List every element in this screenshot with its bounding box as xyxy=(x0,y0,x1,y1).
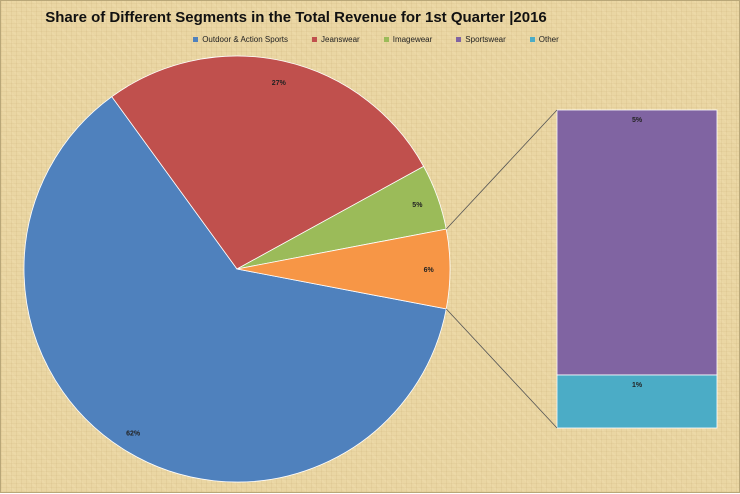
legend-swatch xyxy=(529,37,535,42)
bar-segment xyxy=(556,374,718,429)
pie-slice xyxy=(23,96,447,483)
pie-slice xyxy=(236,228,451,310)
pie-slice xyxy=(111,55,425,270)
data-label: 5% xyxy=(632,117,643,124)
legend-label: Imagewear xyxy=(392,35,433,44)
legend-label: Other xyxy=(538,35,559,44)
legend-item: Imagewear xyxy=(374,35,433,44)
legend-label: Outdoor & Action Sports xyxy=(202,35,289,44)
data-label: 62% xyxy=(126,431,141,438)
legend-label: Sportswear xyxy=(465,35,506,44)
connector-line xyxy=(445,308,558,429)
legend-item: Other xyxy=(520,35,559,44)
legend-swatch xyxy=(193,37,199,42)
data-label: 5% xyxy=(412,202,423,209)
legend-item: Jeanswear xyxy=(302,35,360,44)
legend-swatch xyxy=(383,37,389,42)
legend-item: Sportswear xyxy=(446,35,506,44)
data-label: 6% xyxy=(424,267,435,274)
legend: Outdoor & Action Sports Jeanswear Imagewea… xyxy=(1,35,740,44)
legend-swatch xyxy=(312,37,318,42)
legend-swatch xyxy=(456,37,462,42)
data-label: 27% xyxy=(272,80,287,87)
bar-segment xyxy=(556,109,718,376)
connector-line xyxy=(445,109,558,230)
chart-title: Share of Different Segments in the Total… xyxy=(45,9,547,26)
data-label: 1% xyxy=(632,382,643,389)
legend-label: Jeanswear xyxy=(321,35,360,44)
legend-item: Outdoor & Action Sports xyxy=(183,35,288,44)
